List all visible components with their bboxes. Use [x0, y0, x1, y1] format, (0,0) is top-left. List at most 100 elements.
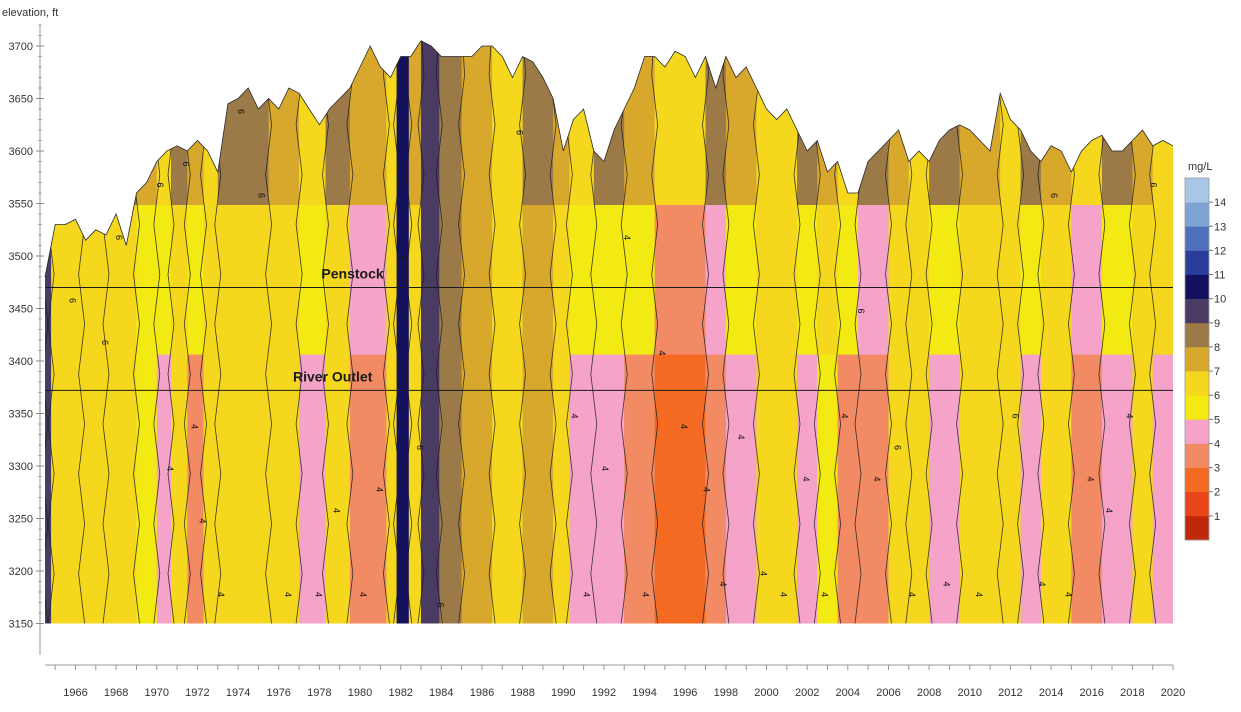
field-band-mid — [136, 204, 158, 355]
field-band-lower — [959, 354, 1001, 624]
contour-label: 6 — [856, 309, 866, 314]
x-tick-label: 1990 — [551, 687, 575, 699]
contour-label: 4 — [907, 592, 917, 597]
field-band-mid — [1000, 204, 1022, 355]
contour-label: 6 — [67, 298, 77, 303]
y-axis-title: elevation, ft — [2, 7, 58, 19]
field-band-lower — [593, 354, 625, 624]
field-band-upper — [756, 40, 798, 205]
field-band-lower — [81, 354, 107, 624]
y-tick-label: 3500 — [9, 251, 33, 263]
field-band-mid — [51, 204, 83, 355]
colorbar-swatch — [1185, 298, 1209, 324]
colorbar-label: 11 — [1214, 270, 1225, 282]
contour-line — [488, 40, 496, 624]
x-tick-label: 2018 — [1120, 687, 1144, 699]
contour-label: 6 — [1049, 193, 1059, 198]
field-band-lower — [522, 354, 554, 624]
field-band-upper — [837, 40, 859, 205]
contour-line — [620, 40, 628, 624]
x-tick-label: 1970 — [145, 687, 169, 699]
x-tick-label: 1984 — [429, 687, 453, 699]
contour-line — [295, 40, 303, 624]
field-band-upper — [396, 40, 410, 205]
colorbar-swatches — [1184, 177, 1210, 541]
field-band-upper — [439, 40, 463, 205]
contour-label: 6 — [415, 445, 425, 450]
field-band-lower — [569, 354, 595, 624]
field-band-upper — [888, 40, 910, 205]
field-band-mid — [268, 204, 300, 355]
field-band-lower — [325, 354, 351, 624]
colorbar-label: 1 — [1214, 511, 1220, 523]
contour-label: 6 — [893, 445, 903, 450]
field-band-mid — [522, 204, 554, 355]
field-band-mid — [1152, 204, 1173, 355]
field-band-mid — [171, 204, 188, 355]
field-band-upper — [593, 40, 625, 205]
y-tick-label: 3350 — [9, 409, 33, 421]
field-band-lower — [837, 354, 859, 624]
field-band-upper — [797, 40, 818, 205]
field-band-upper — [461, 40, 493, 205]
x-tick-label: 1974 — [226, 687, 250, 699]
colorbar-label: 4 — [1214, 439, 1220, 451]
field-band-mid — [156, 204, 172, 355]
field-band-mid — [654, 204, 707, 355]
field-band-lower — [492, 354, 524, 624]
contour-label: 4 — [974, 592, 984, 597]
field-band-mid — [858, 204, 890, 355]
colorbar-swatch — [1185, 395, 1209, 420]
y-tick-label: 3200 — [9, 566, 33, 578]
field-band-lower — [217, 354, 270, 624]
contour-label: 4 — [1063, 592, 1073, 597]
field-band-mid — [797, 204, 818, 355]
colorbar-swatch — [1185, 178, 1209, 203]
contour-label: 4 — [819, 592, 829, 597]
contour-label: 4 — [189, 424, 199, 429]
contour-label: 6 — [399, 256, 409, 261]
field-band-lower — [624, 354, 656, 624]
colorbar-swatch — [1185, 419, 1209, 444]
colorbar-swatch — [1185, 515, 1209, 541]
field-band-lower — [756, 354, 798, 624]
contour-label: 6 — [100, 340, 110, 345]
contour-label: 4 — [1104, 508, 1114, 513]
field-band-mid — [908, 204, 930, 355]
field-band-lower — [349, 354, 388, 624]
field-band-lower — [171, 354, 188, 624]
field-band-upper — [136, 40, 158, 205]
field-band-lower — [1020, 354, 1042, 624]
field-band-upper — [217, 40, 270, 205]
contour-line — [996, 40, 1004, 624]
contour-label: 6 — [236, 109, 246, 114]
contour-line — [265, 40, 273, 624]
x-tick-label: 2008 — [917, 687, 941, 699]
reference-line-label: River Outlet — [293, 368, 373, 384]
field-band-upper — [929, 40, 961, 205]
x-axis-ticks: 1966 1968 1970 1972 1974 1976 1978 1980 1982 1984… — [45, 664, 1185, 699]
x-tick-label: 1992 — [592, 687, 616, 699]
field-band-lower — [1152, 354, 1173, 624]
contour-label: 6 — [515, 130, 525, 135]
contour-label: 4 — [622, 235, 632, 240]
y-tick-label: 3600 — [9, 146, 33, 158]
field-band-mid — [1040, 204, 1072, 355]
colorbar-swatch — [1185, 371, 1209, 396]
x-tick-label: 1968 — [104, 687, 128, 699]
field-band-upper — [1101, 40, 1133, 205]
colorbar-label: 13 — [1214, 221, 1226, 233]
contour-labels: 6 6 6 6 4 6 4 4 4 6 6 4 4 4 4 4 6 6 6 6 4 4 4 4 4 4 4 4 4 4 4 4 4 4 4 6 4 6 4 4… — [67, 109, 1158, 608]
contour-label: 6 — [1010, 414, 1020, 419]
field-band-mid — [325, 204, 351, 355]
field-band-lower — [187, 354, 205, 624]
field-band-mid — [569, 204, 595, 355]
contour-label: 4 — [216, 592, 226, 597]
contour-line — [651, 40, 659, 624]
field-band-lower — [386, 354, 398, 624]
contour-line — [405, 40, 413, 624]
field-band-upper — [268, 40, 300, 205]
field-band-lower — [1040, 354, 1072, 624]
